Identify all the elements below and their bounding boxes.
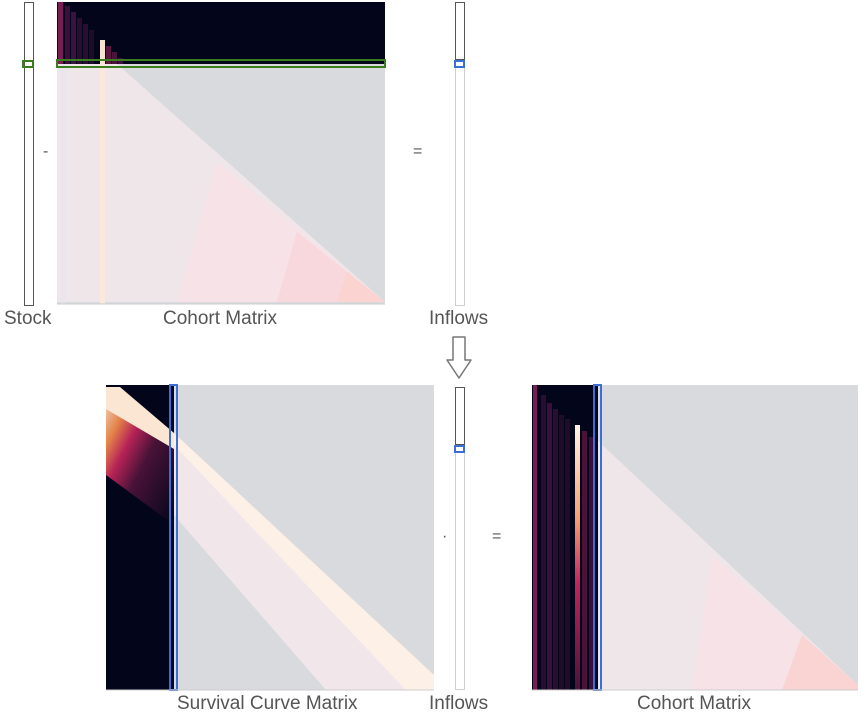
inflows-top-label: Inflows bbox=[429, 308, 489, 329]
dot-operator: · bbox=[442, 528, 448, 545]
minus-operator: - bbox=[43, 143, 49, 160]
inflow-highlight-marker-bottom bbox=[454, 445, 465, 453]
cohort-matrix-top bbox=[56, 2, 386, 305]
stock-vector bbox=[24, 2, 34, 306]
inflows-vector-bottom bbox=[455, 387, 465, 690]
equals-operator-bottom: = bbox=[492, 528, 502, 545]
inflows-vector-top bbox=[455, 2, 465, 306]
cohort-matrix-bottom-label: Cohort Matrix bbox=[637, 693, 752, 714]
inflows-bottom-label: Inflows bbox=[429, 693, 489, 714]
survival-curve-matrix bbox=[106, 384, 434, 691]
inflow-highlight-marker-top bbox=[454, 60, 465, 68]
cohort-matrix-top-label: Cohort Matrix bbox=[163, 308, 278, 329]
survival-curve-matrix-label: Survival Curve Matrix bbox=[177, 693, 358, 714]
down-arrow-icon bbox=[446, 336, 472, 379]
stock-highlight-marker bbox=[22, 60, 34, 68]
cohort-matrix-bottom bbox=[532, 384, 858, 691]
equals-operator-top: = bbox=[413, 143, 423, 160]
stock-label: Stock bbox=[4, 308, 52, 329]
